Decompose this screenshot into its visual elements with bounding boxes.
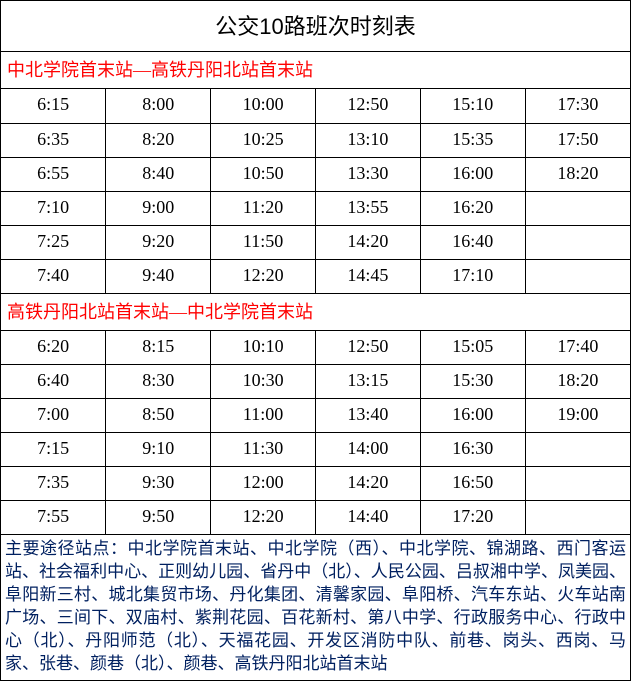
time-cell xyxy=(525,259,630,293)
time-cell: 16:40 xyxy=(420,225,525,259)
table-row: 7:008:5011:0013:4016:0019:00 xyxy=(1,399,630,433)
time-cell: 7:00 xyxy=(1,399,106,433)
time-cell: 10:50 xyxy=(211,157,316,191)
time-cell: 14:40 xyxy=(315,501,420,535)
direction-1-table: 6:158:0010:0012:5015:1017:306:358:2010:2… xyxy=(1,89,630,294)
time-cell: 15:10 xyxy=(420,89,525,123)
time-cell: 8:15 xyxy=(106,331,211,365)
time-cell: 11:30 xyxy=(211,433,316,467)
table-row: 7:559:5012:2014:4017:20 xyxy=(1,501,630,535)
time-cell: 13:55 xyxy=(315,191,420,225)
table-row: 7:359:3012:0014:2016:50 xyxy=(1,467,630,501)
time-cell: 14:20 xyxy=(315,225,420,259)
time-cell: 17:10 xyxy=(420,259,525,293)
time-cell: 10:30 xyxy=(211,365,316,399)
time-cell: 14:20 xyxy=(315,467,420,501)
time-cell: 17:40 xyxy=(525,331,630,365)
time-cell: 12:50 xyxy=(315,331,420,365)
stations-footer: 主要途径站点：中北学院首末站、中北学院（西）、中北学院、锦湖路、西门客运站、社会… xyxy=(1,535,630,681)
table-row: 7:259:2011:5014:2016:40 xyxy=(1,225,630,259)
time-cell: 13:40 xyxy=(315,399,420,433)
time-cell: 8:40 xyxy=(106,157,211,191)
time-cell: 13:30 xyxy=(315,157,420,191)
time-cell xyxy=(525,225,630,259)
time-cell: 17:50 xyxy=(525,123,630,157)
time-cell: 12:20 xyxy=(211,259,316,293)
time-cell: 16:20 xyxy=(420,191,525,225)
time-cell: 6:20 xyxy=(1,331,106,365)
time-cell: 16:00 xyxy=(420,399,525,433)
time-cell: 6:55 xyxy=(1,157,106,191)
table-row: 6:558:4010:5013:3016:0018:20 xyxy=(1,157,630,191)
time-cell: 7:25 xyxy=(1,225,106,259)
time-cell: 9:50 xyxy=(106,501,211,535)
time-cell: 10:25 xyxy=(211,123,316,157)
time-cell: 19:00 xyxy=(525,399,630,433)
table-row: 6:408:3010:3013:1515:3018:20 xyxy=(1,365,630,399)
time-cell: 10:00 xyxy=(211,89,316,123)
table-row: 7:109:0011:2013:5516:20 xyxy=(1,191,630,225)
time-cell: 12:00 xyxy=(211,467,316,501)
time-cell: 8:20 xyxy=(106,123,211,157)
time-cell: 7:40 xyxy=(1,259,106,293)
time-cell: 8:50 xyxy=(106,399,211,433)
time-cell: 11:00 xyxy=(211,399,316,433)
time-cell xyxy=(525,191,630,225)
time-cell: 11:20 xyxy=(211,191,316,225)
time-cell: 9:10 xyxy=(106,433,211,467)
time-cell: 15:05 xyxy=(420,331,525,365)
time-cell: 7:35 xyxy=(1,467,106,501)
table-row: 6:158:0010:0012:5015:1017:30 xyxy=(1,89,630,123)
time-cell: 17:20 xyxy=(420,501,525,535)
time-cell: 15:30 xyxy=(420,365,525,399)
time-cell: 6:15 xyxy=(1,89,106,123)
time-cell xyxy=(525,467,630,501)
time-cell: 8:00 xyxy=(106,89,211,123)
time-cell: 16:30 xyxy=(420,433,525,467)
time-cell: 9:30 xyxy=(106,467,211,501)
direction-1-label: 中北学院首末站—高铁丹阳北站首末站 xyxy=(1,52,630,89)
time-cell: 14:45 xyxy=(315,259,420,293)
time-cell: 8:30 xyxy=(106,365,211,399)
time-cell: 13:10 xyxy=(315,123,420,157)
time-cell: 9:40 xyxy=(106,259,211,293)
time-cell: 16:00 xyxy=(420,157,525,191)
time-cell: 16:50 xyxy=(420,467,525,501)
direction-2-label: 高铁丹阳北站首末站—中北学院首末站 xyxy=(1,294,630,331)
table-row: 7:159:1011:3014:0016:30 xyxy=(1,433,630,467)
time-cell: 13:15 xyxy=(315,365,420,399)
time-cell: 9:00 xyxy=(106,191,211,225)
time-cell: 9:20 xyxy=(106,225,211,259)
time-cell: 6:35 xyxy=(1,123,106,157)
time-cell: 11:50 xyxy=(211,225,316,259)
time-cell: 7:55 xyxy=(1,501,106,535)
time-cell: 12:50 xyxy=(315,89,420,123)
page-title: 公交10路班次时刻表 xyxy=(1,1,630,52)
timetable-container: 公交10路班次时刻表 中北学院首末站—高铁丹阳北站首末站 6:158:0010:… xyxy=(0,0,631,681)
time-cell: 18:20 xyxy=(525,157,630,191)
time-cell: 10:10 xyxy=(211,331,316,365)
time-cell xyxy=(525,433,630,467)
time-cell xyxy=(525,501,630,535)
time-cell: 15:35 xyxy=(420,123,525,157)
time-cell: 12:20 xyxy=(211,501,316,535)
time-cell: 7:15 xyxy=(1,433,106,467)
direction-2-table: 6:208:1510:1012:5015:0517:406:408:3010:3… xyxy=(1,331,630,536)
table-row: 7:409:4012:2014:4517:10 xyxy=(1,259,630,293)
time-cell: 17:30 xyxy=(525,89,630,123)
time-cell: 14:00 xyxy=(315,433,420,467)
time-cell: 6:40 xyxy=(1,365,106,399)
time-cell: 18:20 xyxy=(525,365,630,399)
table-row: 6:358:2010:2513:1015:3517:50 xyxy=(1,123,630,157)
table-row: 6:208:1510:1012:5015:0517:40 xyxy=(1,331,630,365)
time-cell: 7:10 xyxy=(1,191,106,225)
